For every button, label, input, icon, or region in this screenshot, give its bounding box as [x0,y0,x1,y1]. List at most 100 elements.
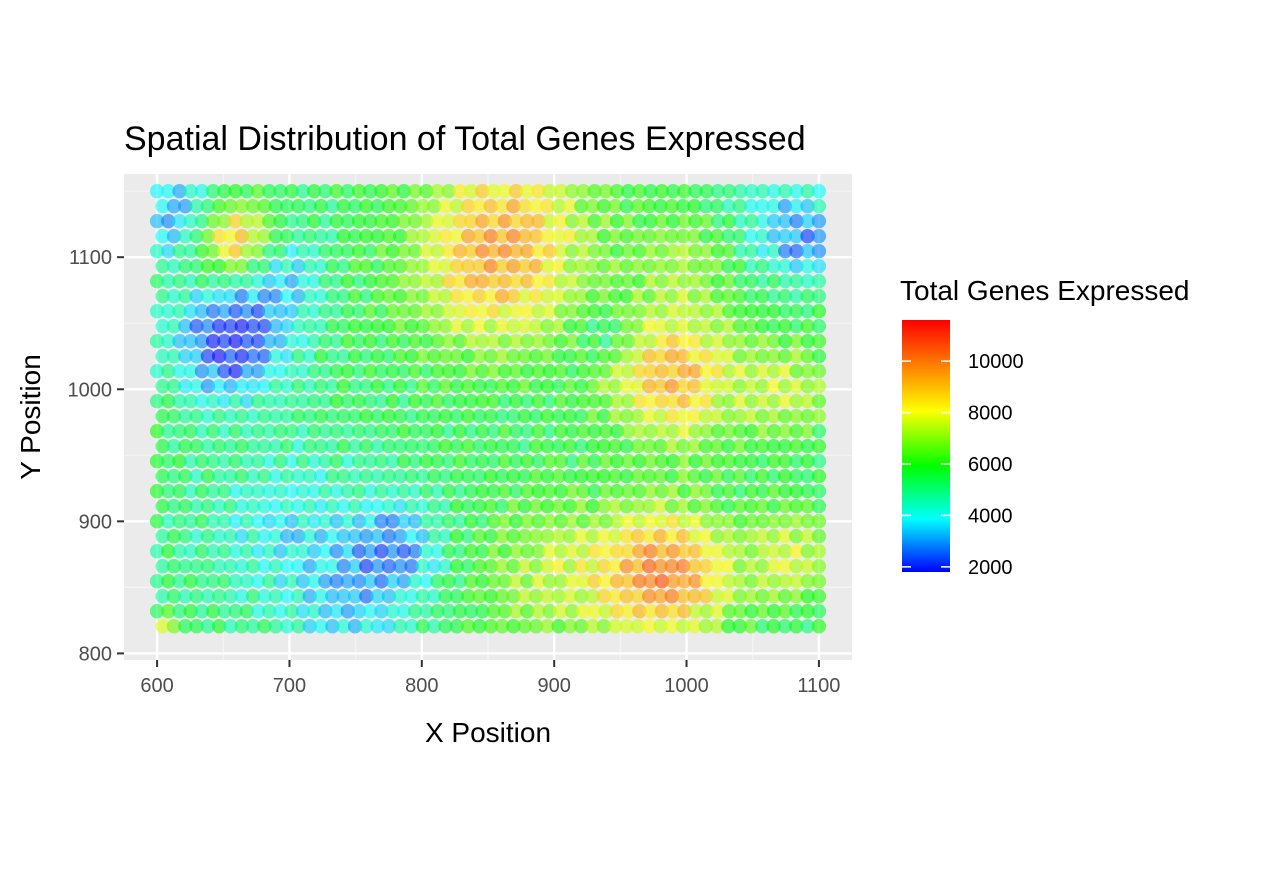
data-point [472,529,487,544]
data-point [155,288,170,304]
data-point [279,469,295,484]
data-point [250,544,266,559]
data-point [508,484,524,499]
data-point [520,273,535,289]
data-point [449,469,465,484]
data-point [404,559,419,574]
data-point [743,619,759,634]
data-point [789,288,804,304]
data-point [347,589,363,604]
data-point [212,409,227,424]
data-point [166,409,182,424]
data-point [508,243,524,259]
data-point [194,544,210,559]
data-point [641,559,657,574]
data-point [407,303,423,319]
data-point [800,559,815,574]
data-point [800,243,815,259]
data-point [318,243,333,259]
data-point [325,409,340,424]
data-point [245,469,261,484]
data-point [619,409,634,424]
data-point [744,604,759,619]
data-point [273,424,288,439]
data-point [710,454,726,469]
data-point [228,394,243,409]
data-point [370,258,385,274]
data-point [155,559,170,574]
data-point [777,228,793,244]
data-point [564,424,580,439]
data-point [654,303,670,319]
data-point [732,559,747,574]
data-point [396,243,412,259]
data-point [721,333,737,349]
data-point [675,439,691,454]
data-point [363,574,378,589]
data-point [531,243,546,259]
data-point [279,589,295,604]
data-point [302,228,317,244]
data-point [351,364,367,379]
data-point [178,559,193,574]
data-point [654,213,670,229]
data-point [520,454,535,469]
data-point [183,333,198,349]
data-point [250,213,266,229]
data-point [438,469,453,484]
data-point [149,333,165,349]
data-point [710,273,726,289]
data-point [574,228,589,244]
data-point [318,394,333,409]
data-point [800,469,815,484]
data-point [438,529,453,544]
data-point [687,529,702,544]
data-point [542,364,557,379]
data-point [483,529,498,544]
data-point [755,318,770,334]
data-point [520,183,535,199]
data-point [427,619,442,634]
data-point [564,544,580,559]
data-point [302,288,317,304]
data-point [587,213,602,229]
data-point [540,288,555,304]
data-point [755,544,771,559]
data-point [641,288,657,304]
data-point [621,303,636,319]
data-point [223,379,238,394]
data-point [217,243,232,259]
data-point [641,469,657,484]
data-point [494,198,510,214]
data-point [351,484,367,499]
data-point [161,454,176,469]
data-point [743,529,759,544]
data-point [155,589,170,604]
data-point [698,439,713,454]
data-point [596,529,612,544]
data-point [732,228,747,244]
data-point [306,273,322,289]
data-point [189,288,204,304]
data-point [438,228,453,244]
data-point [721,394,737,409]
data-point [262,273,277,289]
data-point [687,258,702,274]
data-point [430,574,445,589]
data-point [325,559,340,574]
data-point [778,273,793,289]
data-point [688,604,703,619]
data-point [318,514,333,529]
data-point [463,333,479,349]
data-point [608,318,623,334]
legend-tick-label: 4000 [968,505,1013,527]
data-point [295,424,311,439]
data-point [744,424,759,439]
data-point [155,349,170,364]
data-point [520,544,535,559]
data-point [234,228,250,244]
data-point [587,454,602,469]
data-point [306,484,322,499]
data-point [452,333,468,349]
data-point [811,198,827,214]
